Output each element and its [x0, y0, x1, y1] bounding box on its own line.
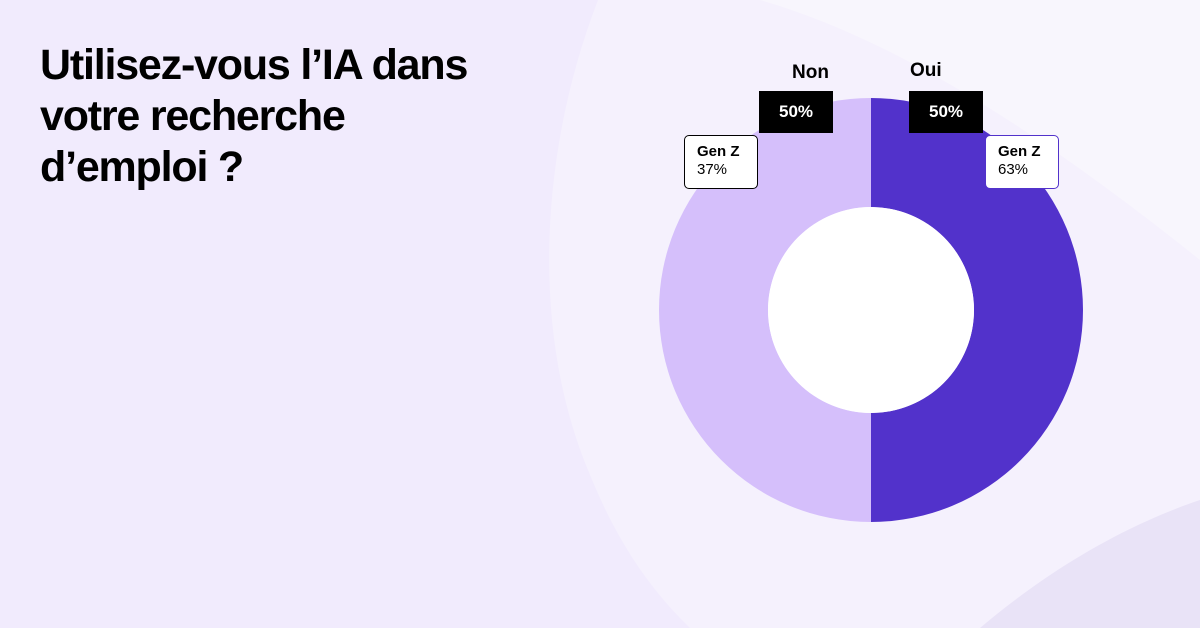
sub-value-non: 37% — [697, 161, 728, 178]
sub-label-box-non: Gen Z 37% — [684, 135, 758, 189]
donut-slice-oui — [871, 98, 1083, 522]
category-label-non: Non — [792, 62, 829, 83]
data-label-non: 50% — [759, 91, 833, 133]
donut-hole — [768, 207, 974, 413]
sub-label-oui: Gen Z — [998, 143, 1041, 160]
data-label-oui: 50% — [909, 91, 983, 133]
sub-label-non: Gen Z — [697, 143, 740, 160]
sub-value-oui: 63% — [998, 161, 1029, 178]
chart-title: Utilisez-vous l’IA dans votre recherche … — [40, 41, 468, 191]
sub-label-box-oui: Gen Z 63% — [985, 135, 1059, 189]
category-label-oui: Oui — [910, 60, 942, 81]
donut-slice-non — [659, 98, 871, 522]
